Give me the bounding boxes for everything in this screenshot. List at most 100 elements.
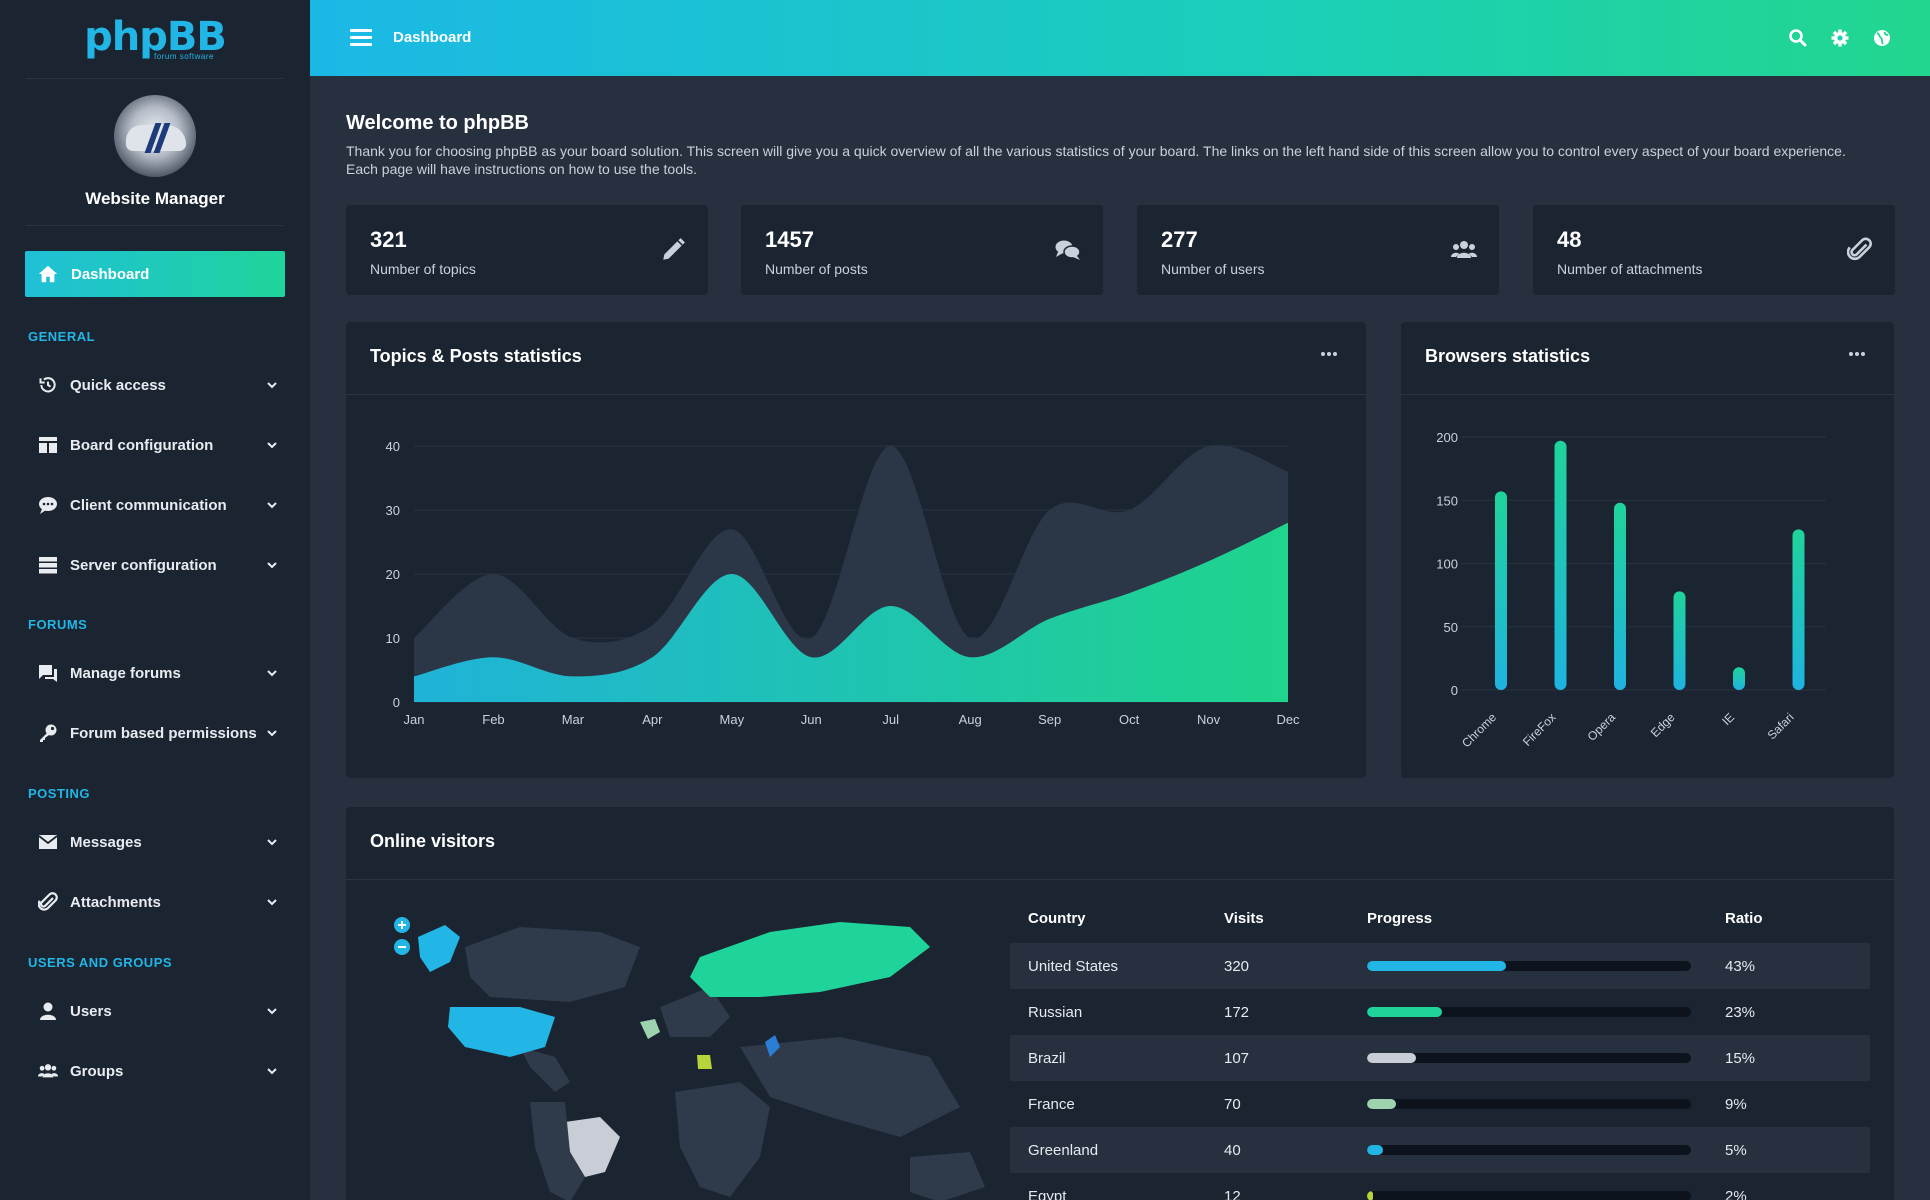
sidebar-item-client-communication[interactable]: Client communication: [38, 490, 278, 520]
x-tick-label: Jul: [882, 712, 899, 727]
table-header: Country Visits Progress Ratio: [1010, 893, 1870, 943]
chevron-down-icon: [267, 382, 277, 389]
sidebar-item-label: Groups: [70, 1062, 124, 1080]
x-tick-label: Dec: [1276, 712, 1300, 727]
progress-bar: [1367, 1053, 1691, 1063]
sidebar-item-groups[interactable]: Groups: [38, 1056, 278, 1086]
pencil-icon: [663, 238, 685, 260]
progress-bar: [1367, 1191, 1691, 1200]
sidebar-item-label: Client communication: [70, 496, 227, 514]
map-region-egypt: [697, 1055, 712, 1069]
y-tick-label: 150: [1436, 493, 1458, 508]
chevron-down-icon: [267, 839, 277, 846]
header-title: Dashboard: [393, 29, 472, 46]
sidebar-item-label: Forum based permissions: [70, 724, 257, 742]
progress-fill: [1367, 1191, 1374, 1200]
country-cell: France: [1028, 1095, 1075, 1113]
menu-toggle-button[interactable]: [350, 29, 372, 47]
visits-cell: 70: [1224, 1095, 1241, 1113]
sidebar-item-messages[interactable]: Messages: [38, 827, 278, 857]
browsers-card: Browsers statistics 0 50 100 150 200 Chrome Fi…: [1401, 322, 1894, 778]
stat-card-topics: 321 Number of topics: [346, 205, 708, 295]
column-header: Visits: [1224, 909, 1264, 927]
zoom-in-button[interactable]: [394, 917, 410, 933]
globe-icon[interactable]: [1872, 28, 1892, 48]
divider: [346, 394, 1366, 395]
chevron-down-icon: [267, 502, 277, 509]
map-region-brazil: [565, 1117, 620, 1177]
x-tick-label: May: [720, 712, 745, 727]
chevron-down-icon: [267, 730, 277, 737]
sidebar-item-quick-access[interactable]: Quick access: [38, 370, 278, 400]
sidebar-item-manage-forums[interactable]: Manage forums: [38, 658, 278, 688]
user-icon: [38, 1001, 58, 1021]
visitors-table: Country Visits Progress Ratio United Sta…: [1010, 893, 1870, 1200]
stat-value: 48: [1557, 227, 1582, 252]
card-title: Browsers statistics: [1425, 346, 1591, 366]
ratio-cell: 43%: [1725, 957, 1756, 975]
country-cell: United States: [1028, 957, 1119, 975]
more-options-icon[interactable]: [1848, 350, 1866, 358]
divider: [346, 879, 1894, 880]
stat-label: Number of posts: [765, 261, 868, 277]
table-row: France 70 9%: [1010, 1081, 1870, 1127]
progress-fill: [1367, 1099, 1397, 1109]
top-header: Dashboard: [310, 0, 1930, 76]
x-tick-label: Opera: [1585, 710, 1619, 744]
hamburger-icon: [350, 29, 372, 32]
bar-ie: [1733, 667, 1745, 690]
map-region-central-america: [520, 1047, 570, 1092]
logo[interactable]: phpBB forum software: [0, 0, 310, 78]
visits-cell: 320: [1224, 957, 1250, 975]
sidebar-item-dashboard[interactable]: Dashboard: [25, 251, 285, 297]
y-tick-label: 10: [386, 631, 400, 646]
map-region-canada: [465, 927, 640, 1002]
stat-label: Number of users: [1161, 261, 1265, 277]
table-row: Egypt 12 2%: [1010, 1173, 1870, 1200]
sidebar-item-attachments[interactable]: Attachments: [38, 887, 278, 917]
x-tick-label: Aug: [959, 712, 982, 727]
sidebar-item-users[interactable]: Users: [38, 996, 278, 1026]
card-title: Topics & Posts statistics: [370, 346, 582, 366]
country-cell: Russian: [1028, 1003, 1083, 1021]
chevron-down-icon: [267, 1008, 277, 1015]
x-tick-label: Chrome: [1459, 710, 1499, 750]
visits-cell: 172: [1224, 1003, 1250, 1021]
zoom-out-button[interactable]: [394, 939, 410, 955]
visits-cell: 12: [1224, 1187, 1241, 1200]
progress-cell: [1367, 1007, 1725, 1017]
chevron-down-icon: [267, 670, 277, 677]
ratio-cell: 15%: [1725, 1049, 1756, 1067]
progress-bar: [1367, 1099, 1691, 1109]
map-region-greenland: [418, 925, 460, 972]
search-icon[interactable]: [1788, 28, 1808, 48]
progress-bar: [1367, 961, 1691, 971]
gear-icon[interactable]: [1830, 28, 1850, 48]
avatar[interactable]: [114, 95, 196, 177]
key-icon: [38, 723, 58, 743]
page-title: Welcome to phpBB: [346, 112, 529, 134]
x-tick-label: Feb: [482, 712, 504, 727]
map-region-australia: [910, 1152, 985, 1200]
stat-value: 1457: [765, 227, 814, 252]
grid-icon: [38, 435, 58, 455]
server-icon: [38, 555, 58, 575]
progress-bar: [1367, 1145, 1691, 1155]
sidebar-item-label: Server configuration: [70, 556, 217, 574]
section-title-general: GENERAL: [28, 329, 96, 344]
more-options-icon[interactable]: [1320, 350, 1338, 358]
sidebar-item-server-configuration[interactable]: Server configuration: [38, 550, 278, 580]
section-title-users-and-groups: USERS AND GROUPS: [28, 955, 173, 970]
country-cell: Egypt: [1028, 1187, 1067, 1200]
y-tick-label: 100: [1436, 557, 1458, 572]
progress-bar: [1367, 1007, 1691, 1017]
ratio-cell: 9%: [1725, 1095, 1747, 1113]
x-tick-label: Sep: [1038, 712, 1061, 727]
map-region-pakistan: [765, 1035, 780, 1057]
home-icon: [38, 265, 58, 283]
sidebar-item-label: Board configuration: [70, 436, 214, 454]
forum-icon: [38, 663, 58, 683]
sidebar-item-forum-based-permissions[interactable]: Forum based permissions: [38, 718, 278, 748]
sidebar-item-board-configuration[interactable]: Board configuration: [38, 430, 278, 460]
world-map[interactable]: [370, 907, 1010, 1200]
